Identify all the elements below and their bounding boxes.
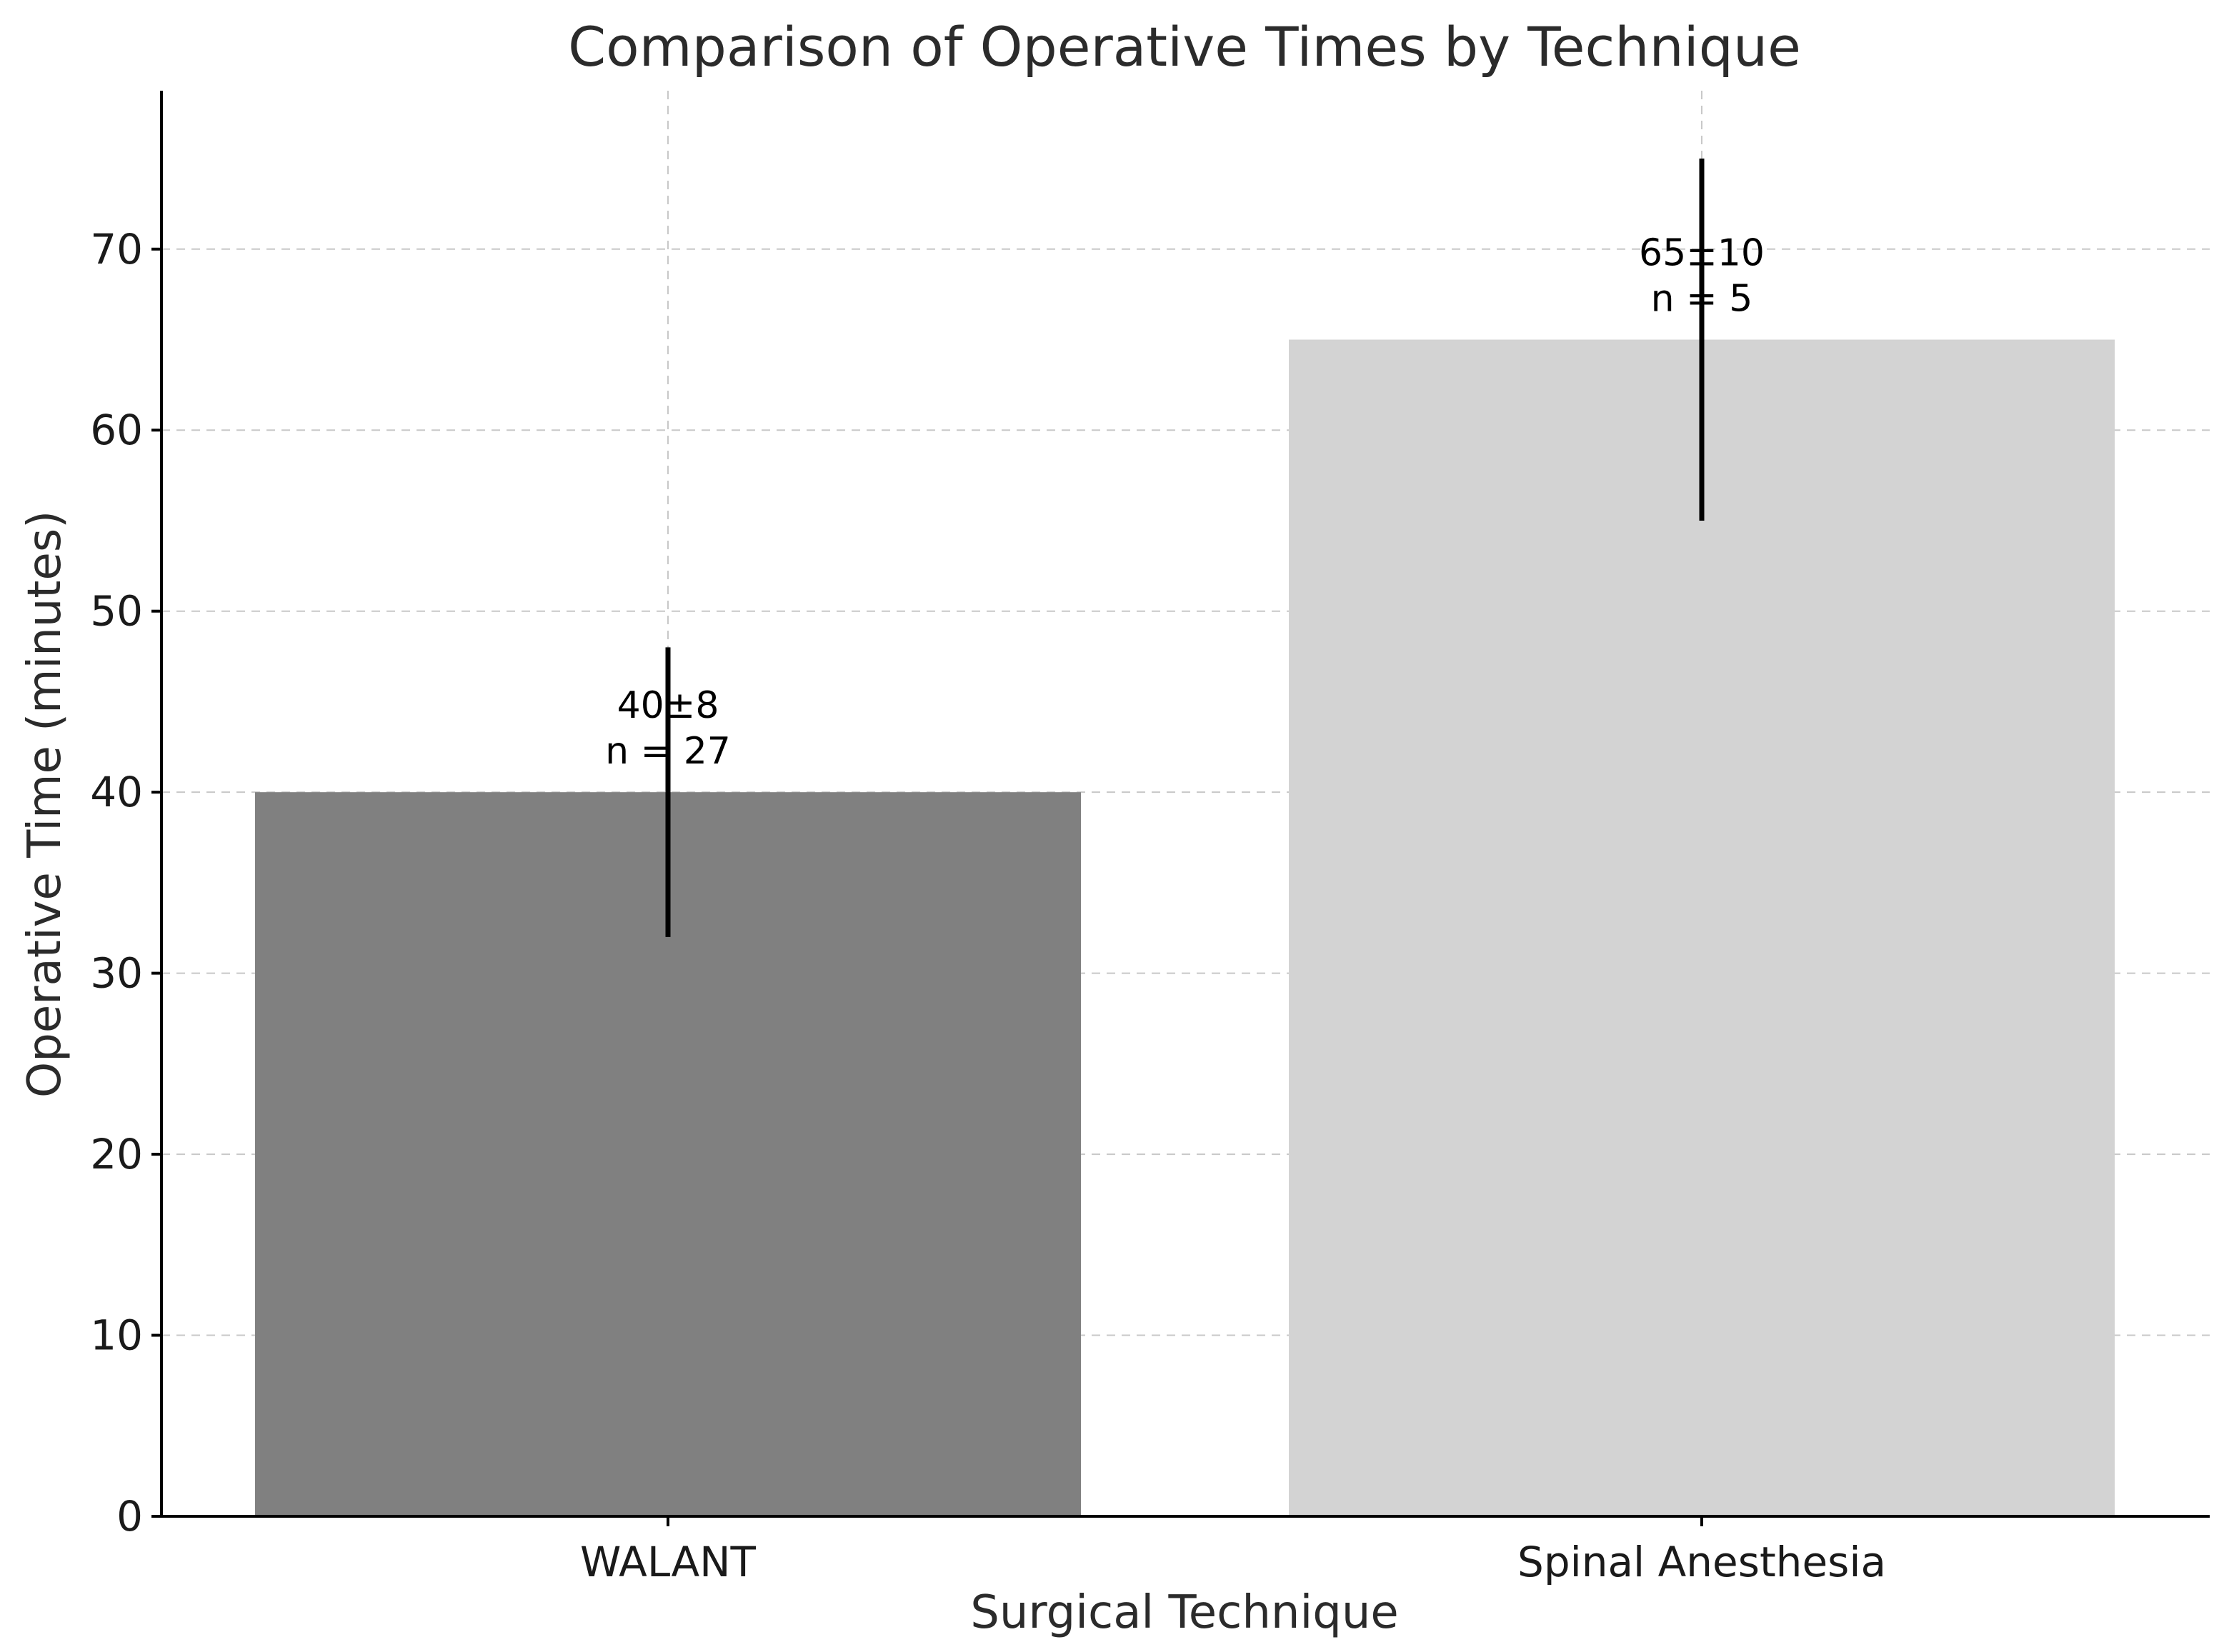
y-tick-label: 50 (90, 587, 143, 636)
data-label-count: n = 5 (1651, 278, 1753, 321)
y-tick-label: 70 (90, 225, 143, 274)
x-axis-title: Surgical Technique (970, 1586, 1399, 1639)
y-tick-label: 40 (90, 768, 143, 816)
data-label-value: 65±10 (1639, 232, 1765, 275)
data-label-value: 40±8 (617, 684, 719, 727)
x-tick-label: Spinal Anesthesia (1517, 1538, 1886, 1586)
x-tick-label: WALANT (580, 1538, 757, 1586)
y-tick-label: 60 (90, 406, 143, 454)
y-tick-label: 0 (116, 1492, 143, 1541)
chart-title: Comparison of Operative Times by Techniq… (568, 15, 1801, 79)
labels-layer: 0 10 20 30 40 50 60 70 40±8n = 27 WALANT 65±10n = … (90, 225, 1886, 1586)
axes-layer (151, 91, 2210, 1526)
y-tick-label: 10 (90, 1311, 143, 1360)
y-tick-label: 20 (90, 1130, 143, 1178)
y-axis-title: Operative Time (minutes) (19, 511, 71, 1098)
bars-layer (255, 339, 2115, 1516)
y-tick-label: 30 (90, 949, 143, 998)
error-bars-layer (665, 159, 1705, 937)
data-label-count: n = 27 (605, 730, 731, 773)
bar-spinal-anesthesia (1289, 339, 2115, 1516)
